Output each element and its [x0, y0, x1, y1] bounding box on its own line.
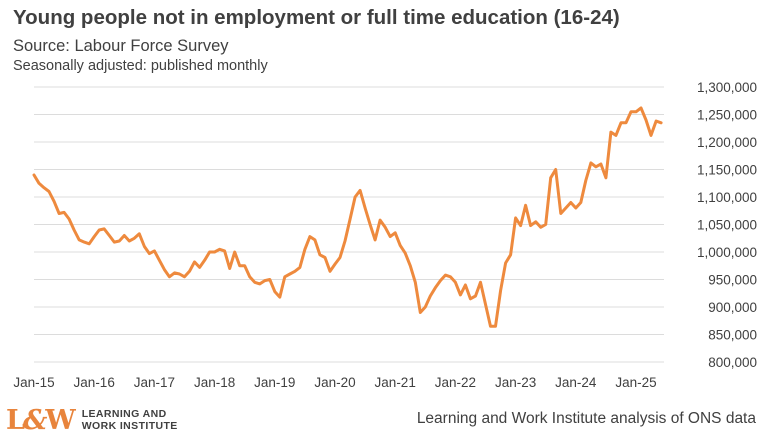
x-tick-label: Jan-19	[254, 375, 295, 390]
lw-logo: L&W LEARNING AND WORK INSTITUTE	[6, 405, 178, 435]
y-tick-label: 1,100,000	[697, 190, 757, 205]
x-tick-label: Jan-23	[495, 375, 536, 390]
y-tick-label: 850,000	[708, 328, 757, 343]
x-tick-label: Jan-16	[74, 375, 115, 390]
logo-wordmark: LEARNING AND WORK INSTITUTE	[82, 408, 178, 432]
x-tick-label: Jan-20	[314, 375, 355, 390]
y-tick-label: 1,300,000	[697, 80, 757, 95]
x-tick-label: Jan-25	[615, 375, 656, 390]
x-tick-label: Jan-17	[134, 375, 175, 390]
chart-note: Seasonally adjusted: published monthly	[13, 58, 268, 74]
footer-credit: Learning and Work Institute analysis of …	[416, 410, 756, 427]
y-tick-label: 1,150,000	[697, 163, 757, 178]
y-tick-label: 1,250,000	[697, 108, 757, 123]
y-tick-label: 900,000	[708, 300, 757, 315]
gridlines	[34, 86, 664, 363]
series-layer	[32, 106, 663, 328]
y-tick-label: 800,000	[708, 355, 757, 370]
y-tick-label: 1,200,000	[697, 135, 757, 150]
x-tick-label: Jan-15	[13, 375, 54, 390]
y-tick-label: 1,000,000	[697, 245, 757, 260]
x-axis: Jan-15 Jan-16 Jan-17 Jan-18 Jan-19 Jan-20 Jan-…	[13, 375, 656, 390]
chart-source: Source: Labour Force Survey	[13, 37, 229, 55]
y-axis: 800,000 850,000 900,000 950,000 1,000,000 1,0…	[697, 80, 757, 370]
y-tick-label: 950,000	[708, 273, 757, 288]
y-tick-label: 1,050,000	[697, 218, 757, 233]
x-tick-label: Jan-22	[435, 375, 476, 390]
x-tick-label: Jan-18	[194, 375, 235, 390]
x-tick-label: Jan-21	[375, 375, 416, 390]
series-line	[32, 106, 663, 328]
x-tick-label: Jan-24	[555, 375, 597, 390]
chart-title: Young people not in employment or full t…	[13, 6, 620, 29]
logo-mark-icon: L&W	[6, 404, 76, 436]
logo-line-2: WORK INSTITUTE	[81, 420, 178, 432]
logo-line-1: LEARNING AND	[81, 407, 167, 420]
